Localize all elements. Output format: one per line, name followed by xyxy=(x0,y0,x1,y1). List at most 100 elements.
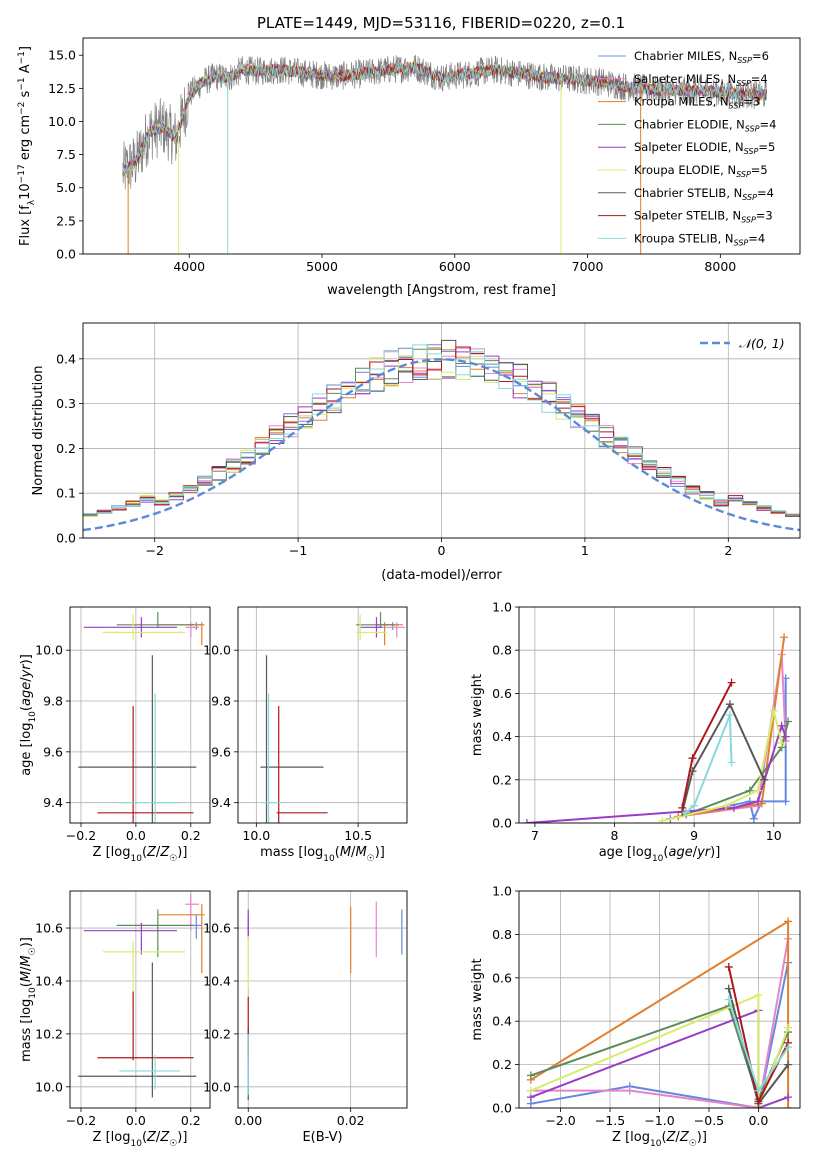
mass-weight-marker xyxy=(678,803,687,812)
axes-residuals: −2 −1 0 1 2 0.0 0.1 0.2 0.3 0.4 xyxy=(56,323,800,558)
label-part: Z [log xyxy=(93,845,131,860)
mass-vs-Z-xlabel: Z [log10(Z/Z☉)] xyxy=(93,1130,188,1149)
y-tick-label: 9.4 xyxy=(43,795,63,810)
mass-weight-marker xyxy=(658,816,667,823)
mass-weight-marker xyxy=(745,786,754,795)
label-part: )] xyxy=(177,845,187,860)
spectrum-xlabel: wavelength [Angstrom, rest frame] xyxy=(327,283,556,298)
y-tick-label: 9.8 xyxy=(211,694,231,709)
errorbars-age-vs-mass xyxy=(260,612,405,823)
legend-text: Kroupa ELODIE, N xyxy=(634,163,736,177)
x-tick-label: 4000 xyxy=(173,259,205,274)
mass-weight-marker xyxy=(625,1086,634,1095)
legend-tail: =3 xyxy=(756,209,773,223)
label-part: ( xyxy=(19,706,34,711)
label-part: age [log xyxy=(19,723,34,776)
x-tick-label: 5000 xyxy=(306,259,338,274)
label-part: Z xyxy=(146,1130,157,1145)
legend-sub: SSP xyxy=(734,238,749,247)
mass-vs-Z-ylabel: mass [log10(M/M☉)] xyxy=(19,937,38,1062)
label-part: Z xyxy=(159,845,170,860)
mass-weight-marker xyxy=(749,814,758,823)
label-part: )] xyxy=(375,845,385,860)
mass-weight-marker xyxy=(724,995,733,1004)
x-tick-label: 0 xyxy=(438,543,446,558)
legend-entry: Chabrier ELODIE, NSSP=4 xyxy=(634,117,776,133)
legend-tail: =6 xyxy=(752,49,769,63)
y-tick-label: 9.6 xyxy=(211,744,231,759)
label-part: M xyxy=(19,971,34,982)
x-tick-label: 0.02 xyxy=(337,1113,365,1128)
age-vs-Z-xlabel: Z [log10(Z/Z☉)] xyxy=(93,845,188,864)
residuals-frame xyxy=(82,322,801,539)
label-part: 10 xyxy=(650,1139,662,1149)
y-tick-label: 1.0 xyxy=(492,884,512,899)
legend-text: Chabrier ELODIE, N xyxy=(634,117,745,131)
label-part: 10 xyxy=(130,854,142,864)
label-part: / xyxy=(693,845,698,860)
mass-weight-marker xyxy=(754,1086,763,1095)
y-tick-label: 0.2 xyxy=(492,772,512,787)
label-part: −1 xyxy=(17,77,27,90)
x-tick-label: −1.5 xyxy=(595,1113,625,1128)
y-tick-label: 0.4 xyxy=(492,1014,512,1029)
label-part: Z [log xyxy=(93,1130,131,1145)
label-part: ☉ xyxy=(689,1139,697,1149)
mass-weight-marker xyxy=(725,700,734,709)
y-tick-label: 5.0 xyxy=(56,180,76,195)
y-tick-label: 12.5 xyxy=(48,81,76,96)
mass-weight-line xyxy=(685,714,733,813)
label-part: mass [log xyxy=(19,999,34,1062)
y-tick-label: 0.6 xyxy=(492,686,512,701)
label-part: A xyxy=(18,64,33,77)
legend-entry: Salpeter STELIB, NSSP=3 xyxy=(634,209,773,225)
mass-weight-vs-age-ylabel: mass weight xyxy=(470,674,485,756)
legend-entry: Kroupa MILES, NSSP=3 xyxy=(634,95,760,111)
y-tick-label: 0.2 xyxy=(492,1057,512,1072)
y-tick-label: 9.6 xyxy=(43,744,63,759)
mass-weight-marker xyxy=(781,797,790,806)
mass-vs-ebv-xlabel: E(B-V) xyxy=(302,1130,342,1145)
mass-weight-vs-age-xlabel: age [log10(age/yr)] xyxy=(599,845,721,864)
legend-entry: Salpeter ELODIE, NSSP=5 xyxy=(634,140,775,156)
label-part: M xyxy=(355,845,366,860)
mass-weight-marker xyxy=(784,1043,793,1052)
legend-text: Chabrier MILES, N xyxy=(634,49,737,63)
frame-age-vs-mass xyxy=(237,606,408,824)
mass-weight-marker xyxy=(784,717,793,726)
mass-weight-marker xyxy=(777,739,786,748)
legend-text: Salpeter MILES, N xyxy=(634,72,736,86)
legend-tail: =4 xyxy=(760,117,777,131)
y-tick-label: 0.3 xyxy=(56,396,76,411)
mass-weight-marker xyxy=(753,786,762,795)
mass-weight-marker xyxy=(727,678,736,687)
legend-sub: SSP xyxy=(741,216,756,225)
y-tick-label: 10.0 xyxy=(203,643,231,658)
label-part: / xyxy=(351,845,356,860)
x-tick-label: 0.0 xyxy=(748,1113,768,1128)
frame-mass-weight-vs-Z xyxy=(518,890,801,1109)
legend-sub: SSP xyxy=(736,170,751,179)
y-tick-label: 9.8 xyxy=(43,694,63,709)
residuals-ylabel: Normed distribution xyxy=(31,366,46,496)
legend-entry: Chabrier MILES, NSSP=6 xyxy=(634,49,769,65)
label-part: )] xyxy=(710,845,720,860)
legend-sub: SSP xyxy=(729,102,744,111)
mass-weight-marker xyxy=(690,801,699,810)
label-part: Z xyxy=(666,1130,677,1145)
label-part: −2 xyxy=(17,102,27,115)
legend-tail: =4 xyxy=(748,231,765,245)
label-part: / xyxy=(19,677,34,682)
y-tick-label: 10.6 xyxy=(203,921,231,936)
label-part: / xyxy=(675,1130,680,1145)
legend-sub: SSP xyxy=(737,56,752,65)
legend-tail: =4 xyxy=(751,72,768,86)
legend-entry: Kroupa STELIB, NSSP=4 xyxy=(634,231,765,247)
mass-weight-marker xyxy=(729,803,738,812)
legend-text: Kroupa STELIB, N xyxy=(634,231,734,245)
label-part: ( xyxy=(19,982,34,987)
x-tick-label: 8000 xyxy=(704,259,736,274)
axes-age-vs-Z: −0.2 0.0 0.2 9.4 9.6 9.8 10.0 xyxy=(35,607,210,843)
mass-weight-marker xyxy=(753,797,762,806)
label-part: 10 xyxy=(28,987,38,999)
